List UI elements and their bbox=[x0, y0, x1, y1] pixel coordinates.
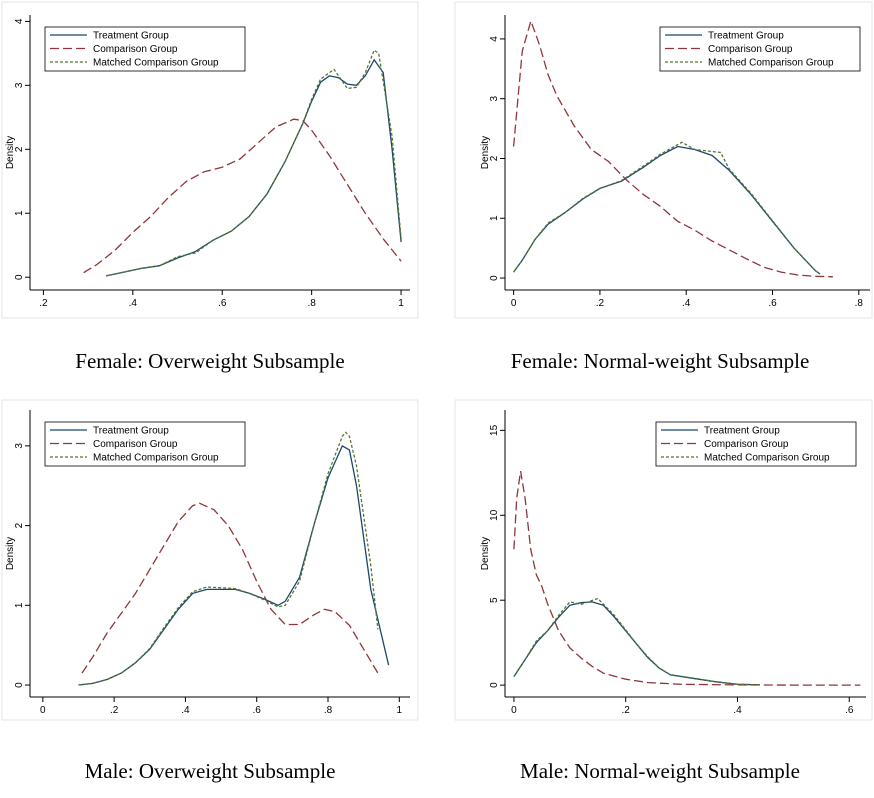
panel-frame bbox=[454, 399, 873, 721]
y-tick-label: 0 bbox=[14, 682, 25, 688]
legend-label: Comparison Group bbox=[93, 44, 178, 55]
chart-title: Female: Normal-weight Subsample bbox=[511, 349, 810, 373]
x-tick-label: .8 bbox=[307, 298, 316, 309]
x-tick-label: .6 bbox=[768, 298, 777, 309]
density-line bbox=[83, 118, 402, 274]
legend-label: Treatment Group bbox=[93, 426, 169, 437]
x-tick-label: .8 bbox=[855, 298, 864, 309]
legend: Treatment Group Comparison Group Matched C… bbox=[44, 421, 246, 467]
legend-label: Matched Comparison Group bbox=[93, 453, 219, 464]
x-tick-label: .8 bbox=[324, 705, 333, 716]
x-tick-label: 1 bbox=[397, 705, 403, 716]
y-tick-label: 4 bbox=[14, 18, 25, 24]
y-tick-label: 4 bbox=[489, 36, 500, 42]
x-tick-label: .4 bbox=[733, 705, 742, 716]
y-axis-title: Density bbox=[480, 537, 491, 570]
x-tick-label: 0 bbox=[40, 705, 46, 716]
y-tick-label: 3 bbox=[14, 82, 25, 88]
panel-frame bbox=[1, 399, 419, 721]
x-tick-label: 0 bbox=[511, 298, 517, 309]
x-tick-label: .2 bbox=[622, 705, 631, 716]
density-line bbox=[78, 431, 379, 686]
legend-label: Matched Comparison Group bbox=[93, 58, 219, 69]
y-tick-label: 3 bbox=[489, 95, 500, 101]
y-tick-label: 0 bbox=[14, 274, 25, 280]
legend-label: Treatment Group bbox=[93, 31, 169, 42]
panel: 0 5 10 15 0 .2 .4 .6 Density Treatment Group Compa… bbox=[454, 399, 873, 783]
legend-label: Matched Comparison Group bbox=[708, 58, 834, 69]
density-line bbox=[513, 470, 861, 686]
density-line bbox=[81, 502, 379, 674]
legend-label: Comparison Group bbox=[708, 44, 793, 55]
y-tick-label: 1 bbox=[14, 602, 25, 608]
x-tick-label: .4 bbox=[682, 298, 691, 309]
legend-label: Treatment Group bbox=[704, 426, 780, 437]
y-tick-label: 2 bbox=[14, 146, 25, 152]
panel-frame bbox=[1, 1, 419, 319]
chart-title: Male: Normal-weight Subsample bbox=[520, 759, 800, 783]
x-tick-label: .6 bbox=[253, 705, 262, 716]
y-tick-label: 5 bbox=[489, 597, 500, 603]
x-tick-label: 0 bbox=[511, 705, 517, 716]
y-tick-label: 1 bbox=[14, 210, 25, 216]
density-line bbox=[105, 58, 402, 277]
panel: 0 1 2 3 4 0 .2 .4 .6 .8 Density Treatment Group Comp… bbox=[454, 1, 873, 373]
density-line bbox=[105, 49, 402, 277]
x-tick-label: .2 bbox=[596, 298, 605, 309]
legend-label: Comparison Group bbox=[93, 439, 178, 450]
y-tick-label: 1 bbox=[489, 215, 500, 221]
y-tick-label: 2 bbox=[489, 155, 500, 161]
legend-label: Matched Comparison Group bbox=[704, 453, 830, 464]
x-tick-label: 1 bbox=[398, 298, 404, 309]
panel: 0 1 2 3 4 .2 .4 .6 .8 1 Density Treatment Group Comp… bbox=[1, 1, 419, 373]
legend-label: Comparison Group bbox=[704, 439, 789, 450]
density-line bbox=[513, 141, 821, 275]
panel-frame bbox=[454, 1, 873, 319]
y-tick-label: 2 bbox=[14, 522, 25, 528]
y-tick-label: 10 bbox=[489, 509, 500, 521]
legend: Treatment Group Comparison Group Matched C… bbox=[655, 421, 857, 467]
density-line bbox=[513, 145, 821, 275]
density-line bbox=[513, 597, 760, 686]
y-tick-label: 0 bbox=[489, 682, 500, 688]
y-tick-label: 15 bbox=[489, 424, 500, 436]
chart-title: Male: Overweight Subsample bbox=[85, 759, 336, 783]
legend: Treatment Group Comparison Group Matched C… bbox=[659, 26, 861, 72]
density-line bbox=[512, 18, 833, 278]
legend-label: Treatment Group bbox=[708, 31, 784, 42]
y-axis-title: Density bbox=[480, 136, 491, 169]
y-axis-title: Density bbox=[5, 537, 16, 570]
chart-title: Female: Overweight Subsample bbox=[75, 349, 344, 373]
y-tick-label: 0 bbox=[489, 275, 500, 281]
x-tick-label: .4 bbox=[129, 298, 138, 309]
x-tick-label: .2 bbox=[39, 298, 48, 309]
panel: 0 1 2 3 0 .2 .4 .6 .8 1 Density Treatment Group Comp… bbox=[1, 399, 419, 783]
density-line bbox=[78, 444, 390, 686]
y-tick-label: 3 bbox=[14, 443, 25, 449]
y-axis-title: Density bbox=[5, 136, 16, 169]
legend: Treatment Group Comparison Group Matched C… bbox=[44, 26, 246, 72]
x-tick-label: .2 bbox=[110, 705, 119, 716]
x-tick-label: .6 bbox=[218, 298, 227, 309]
x-tick-label: .6 bbox=[845, 705, 854, 716]
x-tick-label: .4 bbox=[181, 705, 190, 716]
